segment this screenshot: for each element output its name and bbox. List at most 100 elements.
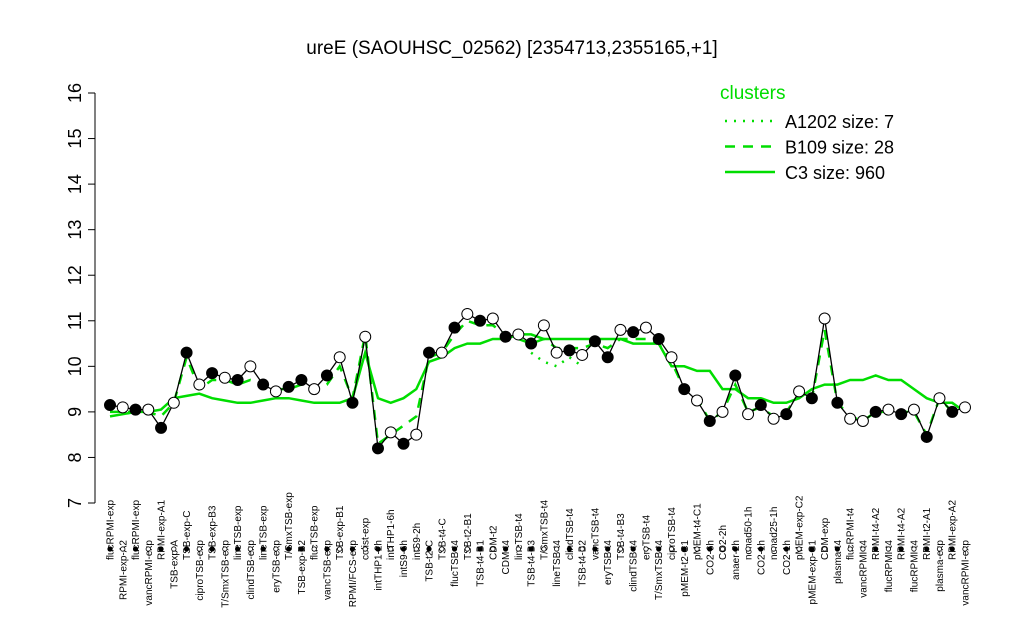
data-point bbox=[486, 312, 499, 325]
data-point bbox=[780, 408, 793, 421]
data-point bbox=[729, 369, 742, 382]
data-point bbox=[206, 367, 219, 380]
data-point bbox=[665, 351, 678, 364]
data-point bbox=[193, 378, 206, 391]
sample-dot bbox=[120, 546, 126, 552]
sample-dot bbox=[515, 546, 521, 552]
data-point bbox=[397, 437, 410, 450]
data-point bbox=[895, 408, 908, 421]
x-tick-label: lineTSB-t4 bbox=[514, 513, 525, 560]
x-tick-label: TSB-exp-B2 bbox=[297, 540, 308, 595]
data-point bbox=[614, 323, 627, 336]
x-tick-label: intS9-2h bbox=[412, 523, 423, 560]
sample-dot bbox=[209, 546, 215, 552]
x-tick-label: CDM-exp bbox=[820, 517, 831, 560]
sample-dot bbox=[413, 546, 419, 552]
data-point bbox=[882, 403, 895, 416]
sample-dot bbox=[885, 546, 892, 552]
sample-dot bbox=[911, 546, 917, 552]
sample-dot bbox=[949, 546, 955, 552]
sample-dot bbox=[132, 546, 139, 552]
sample-dot bbox=[668, 546, 675, 552]
sample-dot bbox=[860, 546, 866, 552]
sample-dot bbox=[158, 546, 164, 552]
data-point bbox=[155, 421, 168, 434]
legend-label: C3 size: 960 bbox=[785, 163, 885, 183]
sample-dot bbox=[362, 546, 368, 552]
sample-dot bbox=[235, 546, 241, 552]
sample-dot bbox=[707, 546, 713, 552]
x-tick-label: clindTSB-t4 bbox=[629, 540, 640, 592]
sample-dot bbox=[630, 546, 636, 552]
data-point bbox=[384, 426, 397, 439]
y-tick-label: 14 bbox=[65, 174, 85, 194]
data-point bbox=[167, 396, 180, 409]
data-point bbox=[308, 383, 321, 396]
data-point bbox=[639, 321, 652, 334]
data-point bbox=[359, 330, 372, 343]
x-tick-label: plasma-t4 bbox=[833, 540, 844, 584]
sample-dot bbox=[783, 546, 789, 552]
sample-dot bbox=[936, 546, 943, 552]
data-point bbox=[448, 321, 461, 334]
cluster-line bbox=[530, 351, 583, 368]
data-point bbox=[525, 337, 538, 350]
data-point bbox=[703, 415, 716, 427]
sample-dot bbox=[439, 546, 445, 552]
x-tick-label: intS9-6h bbox=[399, 540, 410, 577]
x-tick-label: vancRPMI-exp bbox=[144, 540, 155, 606]
sample-dot bbox=[502, 546, 509, 552]
sample-dot bbox=[183, 546, 190, 552]
x-tick-label: RPMI-t4-A2 bbox=[871, 507, 882, 560]
sample-dot bbox=[962, 546, 968, 552]
data-point bbox=[844, 412, 857, 425]
sample-dot bbox=[286, 546, 292, 552]
x-tick-label: eryTSB-t4 bbox=[641, 515, 652, 560]
x-tick-label: TSB-t2-B1 bbox=[463, 513, 474, 560]
sample-dot bbox=[822, 546, 828, 552]
data-point bbox=[104, 399, 116, 412]
data-point bbox=[588, 335, 601, 348]
sample-dot bbox=[375, 546, 381, 552]
sample-dot bbox=[834, 546, 840, 552]
x-tick-label: clindTSB-exp bbox=[246, 540, 257, 600]
data-point bbox=[691, 394, 704, 407]
sample-dot bbox=[617, 546, 624, 552]
data-point bbox=[652, 333, 665, 345]
cluster-line bbox=[110, 319, 966, 447]
data-point bbox=[856, 415, 869, 427]
sample-dot bbox=[541, 546, 547, 552]
data-point bbox=[959, 401, 971, 414]
x-tick-label: CO2-1h bbox=[756, 540, 767, 575]
y-tick-label: 12 bbox=[65, 265, 85, 285]
x-tick-label: RPMI/FCS-exp bbox=[348, 540, 359, 608]
data-point bbox=[295, 374, 308, 386]
x-tick-label: flucRPMI-exp bbox=[106, 500, 117, 560]
sample-dot bbox=[566, 546, 573, 552]
data-point bbox=[180, 346, 193, 359]
sample-dot bbox=[477, 546, 483, 552]
sample-dot bbox=[324, 546, 330, 552]
sample-dot bbox=[643, 546, 649, 552]
data-point bbox=[474, 314, 487, 327]
x-tick-label: CO2-2h bbox=[718, 525, 729, 560]
x-tick-label: TSB-exp-C bbox=[182, 511, 193, 560]
sample-dot bbox=[770, 546, 777, 552]
x-tick-label: anaer-2h bbox=[731, 540, 742, 580]
sample-dot bbox=[732, 546, 738, 552]
x-tick-label: RPMI-exp-A2 bbox=[118, 540, 129, 600]
y-tick-label: 9 bbox=[65, 407, 85, 417]
sample-dot bbox=[898, 546, 904, 552]
sample-dot bbox=[298, 546, 305, 552]
sample-dot bbox=[758, 546, 764, 552]
x-tick-label: vancTSB-exp bbox=[322, 540, 333, 600]
x-tick-label: T/SmxTSB-exp bbox=[284, 492, 295, 560]
chart-title: ureE (SAOUHSC_02562) [2354713,2355165,+1… bbox=[306, 38, 717, 59]
x-tick-label: eryTSB-exp bbox=[271, 540, 282, 593]
sample-dot bbox=[681, 546, 687, 552]
data-point bbox=[678, 383, 691, 396]
data-point bbox=[563, 344, 576, 357]
data-point bbox=[933, 392, 946, 405]
data-point bbox=[907, 403, 920, 416]
